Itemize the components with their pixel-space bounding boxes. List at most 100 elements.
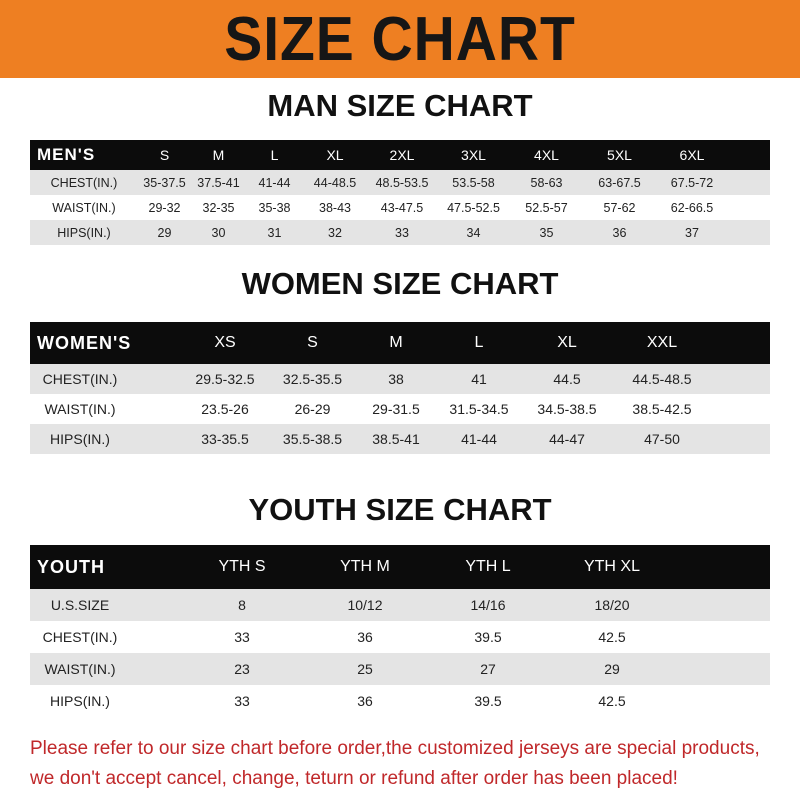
- table-cell: 33: [234, 629, 250, 645]
- table-cell: 57-62: [603, 200, 636, 215]
- table-cell: 35.5-38.5: [282, 431, 343, 447]
- table-row: WAIST(IN.) 23 25 27 29: [30, 653, 770, 685]
- size-header: S: [307, 334, 318, 351]
- corner-label: MEN'S: [37, 145, 96, 164]
- table-cell: 29: [157, 225, 172, 240]
- size-header: 6XL: [679, 147, 705, 163]
- size-header: XL: [557, 334, 577, 351]
- table-row: CHEST(IN.) 33 36 39.5 42.5: [30, 621, 770, 653]
- table-cell: 33-35.5: [201, 431, 249, 447]
- table-cell: 29: [604, 661, 620, 677]
- table-cell: 52.5-57: [525, 200, 568, 215]
- table-cell: 32-35: [202, 200, 235, 215]
- row-label: CHEST(IN.): [50, 175, 118, 190]
- table-cell: 30: [211, 225, 226, 240]
- table-cell: 37: [685, 225, 699, 240]
- title-banner: SIZE CHART: [0, 0, 800, 78]
- table-row: HIPS(IN.) 29 30 31 32 33 34 35 36 37: [30, 220, 770, 245]
- table-cell: 44.5: [553, 371, 581, 387]
- row-label: CHEST(IN.): [42, 371, 118, 387]
- table-cell: 10/12: [347, 597, 383, 613]
- table-cell: 8: [238, 597, 246, 613]
- table-cell: 31.5-34.5: [449, 401, 509, 417]
- table-cell: 42.5: [598, 693, 626, 709]
- size-header: M: [389, 334, 403, 351]
- table-cell: 33: [395, 225, 409, 240]
- table-cell: 29-32: [148, 200, 181, 215]
- table-cell: 41: [471, 371, 487, 387]
- size-header: XXL: [646, 334, 678, 351]
- table-cell: 23: [234, 661, 250, 677]
- notice-line: Please refer to our size chart before or…: [30, 738, 760, 759]
- table-cell: 41-44: [258, 175, 291, 190]
- table-cell: 39.5: [474, 629, 502, 645]
- table-cell: 43-47.5: [380, 200, 424, 215]
- size-header: L: [270, 147, 279, 163]
- women-size-table: WOMEN'S XS S M L XL XXL CHEST(IN.) 29.5-32.5 32.5…: [30, 322, 770, 454]
- table-header-row: MEN'S S M L XL 2XL 3XL 4XL 5XL 6XL: [30, 140, 770, 170]
- size-header: 4XL: [534, 147, 559, 163]
- table-row: CHEST(IN.) 35-37.5 37.5-41 41-44 44-48.5 48.5…: [30, 170, 770, 195]
- table-cell: 38.5-42.5: [632, 401, 692, 417]
- order-notice: Please refer to our size chart before or…: [30, 734, 790, 794]
- table-cell: 67.5-72: [670, 175, 714, 190]
- table-cell: 33: [234, 693, 250, 709]
- size-header: 5XL: [607, 147, 632, 163]
- table-cell: 53.5-58: [452, 175, 495, 190]
- table-cell: 44-47: [549, 431, 585, 447]
- row-label: HIPS(IN.): [57, 225, 111, 240]
- size-header: 3XL: [461, 147, 486, 163]
- table-row: CHEST(IN.) 29.5-32.5 32.5-35.5 38 41 44.5 44.5…: [30, 364, 770, 394]
- women-heading: WOMEN SIZE CHART: [241, 266, 559, 301]
- table-cell: 31: [267, 225, 282, 240]
- row-label: HIPS(IN.): [50, 431, 110, 447]
- table-header-row: YOUTH YTH S YTH M YTH L YTH XL: [30, 545, 770, 589]
- row-label: CHEST(IN.): [42, 629, 118, 645]
- table-cell: 44.5-48.5: [632, 371, 692, 387]
- table-row: WAIST(IN.) 23.5-26 26-29 29-31.5 31.5-34.5 34…: [30, 394, 770, 424]
- table-cell: 34.5-38.5: [537, 401, 597, 417]
- size-header: S: [159, 147, 170, 163]
- table-cell: 47.5-52.5: [447, 200, 500, 215]
- row-label: WAIST(IN.): [44, 661, 116, 677]
- youth-heading: YOUTH SIZE CHART: [248, 492, 552, 527]
- corner-label: WOMEN'S: [37, 332, 132, 353]
- table-row: U.S.SIZE 8 10/12 14/16 18/20: [30, 589, 770, 621]
- size-header: XS: [214, 334, 236, 351]
- size-header: YTH M: [340, 558, 390, 575]
- table-cell: 47-50: [644, 431, 680, 447]
- table-cell: 32: [328, 225, 342, 240]
- table-cell: 38-43: [319, 200, 351, 215]
- size-header: XL: [326, 147, 344, 163]
- table-cell: 35-38: [258, 200, 291, 215]
- row-label: WAIST(IN.): [52, 200, 116, 215]
- page-title: SIZE CHART: [224, 4, 576, 74]
- table-cell: 36: [357, 629, 373, 645]
- table-cell: 36: [357, 693, 373, 709]
- table-cell: 14/16: [470, 597, 506, 613]
- table-cell: 18/20: [594, 597, 630, 613]
- table-cell: 23.5-26: [201, 401, 249, 417]
- table-cell: 42.5: [598, 629, 626, 645]
- table-header-row: WOMEN'S XS S M L XL XXL: [30, 322, 770, 364]
- table-cell: 29.5-32.5: [195, 371, 255, 387]
- table-cell: 38: [388, 371, 404, 387]
- table-cell: 35: [539, 225, 554, 240]
- table-cell: 25: [357, 661, 373, 677]
- size-header: YTH XL: [583, 558, 640, 575]
- youth-size-table: YOUTH YTH S YTH M YTH L YTH XL U.S.SIZE 8 10/12…: [30, 545, 770, 717]
- row-label: HIPS(IN.): [50, 693, 110, 709]
- table-cell: 34: [466, 225, 481, 240]
- table-cell: 48.5-53.5: [375, 175, 429, 190]
- row-label: WAIST(IN.): [44, 401, 116, 417]
- table-cell: 63-67.5: [598, 175, 641, 190]
- table-cell: 35-37.5: [143, 175, 186, 190]
- table-row: HIPS(IN.) 33 36 39.5 42.5: [30, 685, 770, 717]
- table-cell: 44-48.5: [313, 175, 357, 190]
- table-cell: 38.5-41: [372, 431, 420, 447]
- size-header: L: [474, 334, 484, 351]
- men-size-table: MEN'S S M L XL 2XL 3XL 4XL 5XL 6XL CHEST(IN.) 35-37…: [30, 140, 770, 245]
- table-cell: 27: [480, 661, 496, 677]
- table-cell: 41-44: [461, 431, 497, 447]
- table-cell: 39.5: [474, 693, 502, 709]
